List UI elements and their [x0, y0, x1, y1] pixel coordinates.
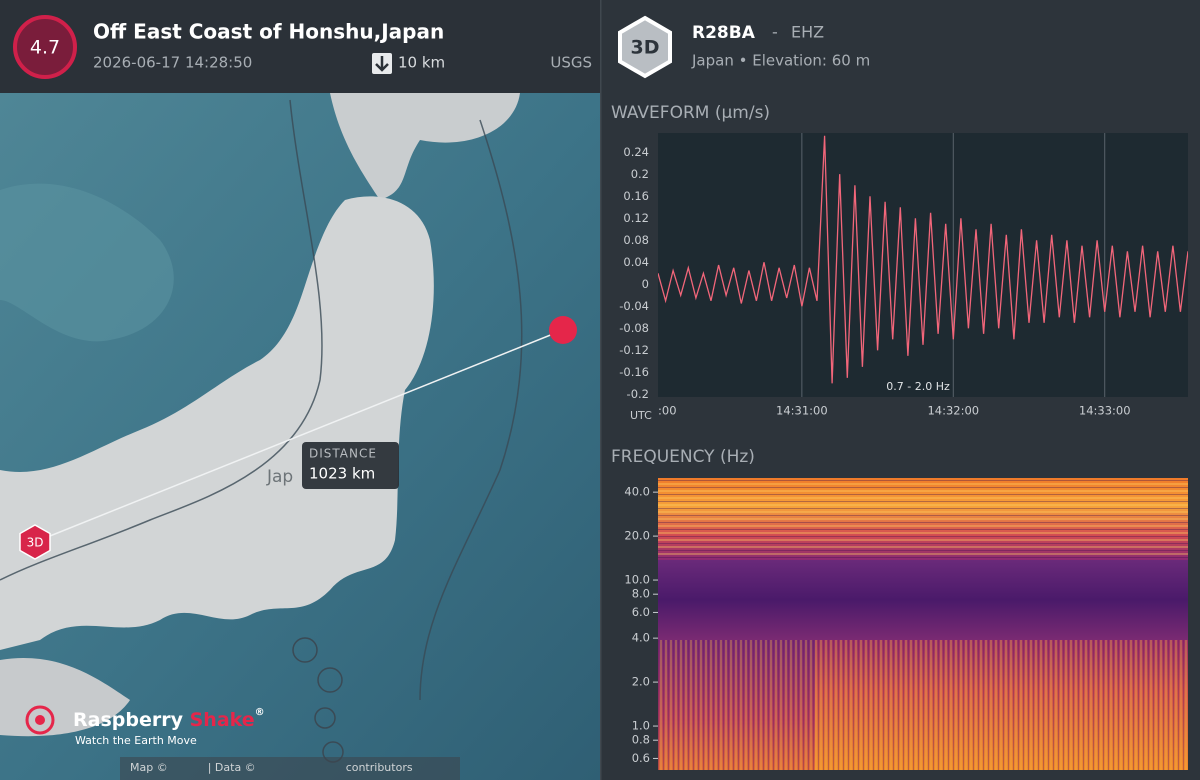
station-location: Japan • Elevation: 60 m: [691, 52, 870, 70]
depth-arrow: [375, 56, 389, 72]
y-tick-label: 4.0: [632, 631, 650, 645]
brand-logo: [35, 715, 45, 725]
waveform-chart: 0.24 0.2 0.16 0.12 0.08 0.04 0 -0.04 -0.08 -0.12 -…: [619, 133, 1188, 418]
attribution-contributors: contributors: [346, 761, 413, 774]
station-marker[interactable]: [19, 524, 51, 560]
spectrogram-texture: [658, 478, 1188, 560]
spectrogram-band: [658, 560, 1188, 640]
brand-first: Raspberry: [73, 709, 184, 731]
station-badge: [618, 15, 672, 79]
station-separator: -: [772, 23, 778, 42]
brand: Raspberry Shake®: [73, 707, 265, 731]
y-tick-label: 0.2: [631, 167, 649, 181]
event-datetime: 2026-06-17 14:28:50: [93, 54, 252, 72]
island-ring: [314, 707, 336, 729]
x-tick-label: 14:31:00: [776, 404, 828, 418]
waveform-plot: [658, 133, 1188, 397]
attribution-bar: [120, 757, 460, 780]
spectrogram: [658, 478, 1188, 770]
frequency-title: FREQUENCY (Hz): [611, 447, 755, 467]
event-title: Off East Coast of Honshu,Japan: [93, 20, 444, 44]
waveform-title: WAVEFORM (µm/s): [611, 103, 770, 123]
x-tick-label: 14:33:00: [1079, 404, 1131, 418]
frequency-axis: 40.0 20.0 10.08.0 6.0 4.0 2.0 1.00.8 0.6: [624, 485, 658, 765]
y-tick-label: 0.04: [623, 255, 649, 269]
x-axis-label: UTC: [630, 409, 652, 422]
island-ring: [292, 637, 318, 663]
y-tick-label: 0.16: [623, 189, 649, 203]
island-ring: [317, 667, 343, 693]
station-channel: EHZ: [791, 23, 824, 42]
map[interactable]: Jap 3D DISTANCE 1023 km Raspberry Shake®…: [0, 93, 600, 780]
sea-shelf: [0, 183, 174, 342]
y-tick-label: 6.0: [632, 605, 650, 619]
plate-boundary: [0, 99, 523, 701]
y-tick-label: 8.0: [632, 587, 650, 601]
filter-label: 0.7 - 2.0 Hz: [886, 380, 950, 393]
y-tick-label: 0.24: [623, 145, 649, 159]
event-header: [0, 0, 600, 93]
y-tick-label: 0.8: [632, 733, 650, 747]
y-tick-label: -0.04: [619, 299, 649, 313]
station-code: R28BA: [692, 23, 756, 43]
y-tick-label: -0.2: [627, 387, 649, 401]
attribution: Map © | Data © contributors: [130, 761, 413, 774]
station-badge-label: 3D: [631, 37, 660, 59]
y-tick-label: 10.0: [624, 573, 650, 587]
epicenter-marker[interactable]: [549, 316, 577, 344]
station-marker-label: 3D: [27, 536, 44, 550]
y-tick-label: 0.08: [623, 233, 649, 247]
distance-label: DISTANCE: [309, 447, 377, 461]
place-label: Jap: [266, 467, 293, 487]
distance-value: 1023 km: [309, 465, 375, 483]
divider: [600, 0, 602, 780]
y-tick-label: 0.12: [623, 211, 649, 225]
attribution-map: Map ©: [130, 761, 168, 774]
event-depth: 10 km: [398, 54, 445, 72]
brand-logo: [25, 705, 55, 735]
y-tick-label: -0.16: [619, 365, 649, 379]
x-tick-label: 14:32:00: [927, 404, 979, 418]
y-tick-label: 0: [642, 277, 649, 291]
brand-second: Shake: [190, 709, 255, 731]
spectrogram-texture: [658, 640, 1188, 770]
magnitude: 4.7: [30, 37, 60, 59]
land: [330, 93, 520, 200]
event-source[interactable]: USGS: [550, 54, 592, 72]
magnitude-badge: [13, 15, 77, 79]
y-tick-label: 2.0: [632, 675, 650, 689]
land: [0, 658, 130, 737]
tagline: Watch the Earth Move: [75, 734, 197, 747]
y-tick-label: -0.12: [619, 343, 649, 357]
brand-mark: ®: [255, 707, 265, 718]
y-tick-label: 40.0: [624, 485, 650, 499]
distance-box: [302, 442, 399, 489]
distance-line: [34, 329, 564, 543]
y-tick-label: 0.6: [632, 751, 650, 765]
y-tick-label: 20.0: [624, 529, 650, 543]
waveform-line: [658, 135, 1188, 384]
y-tick-label: 1.0: [632, 719, 650, 733]
attribution-data: | Data ©: [208, 761, 256, 774]
y-tick-label: -0.08: [619, 321, 649, 335]
x-tick-label: :00: [658, 404, 677, 418]
